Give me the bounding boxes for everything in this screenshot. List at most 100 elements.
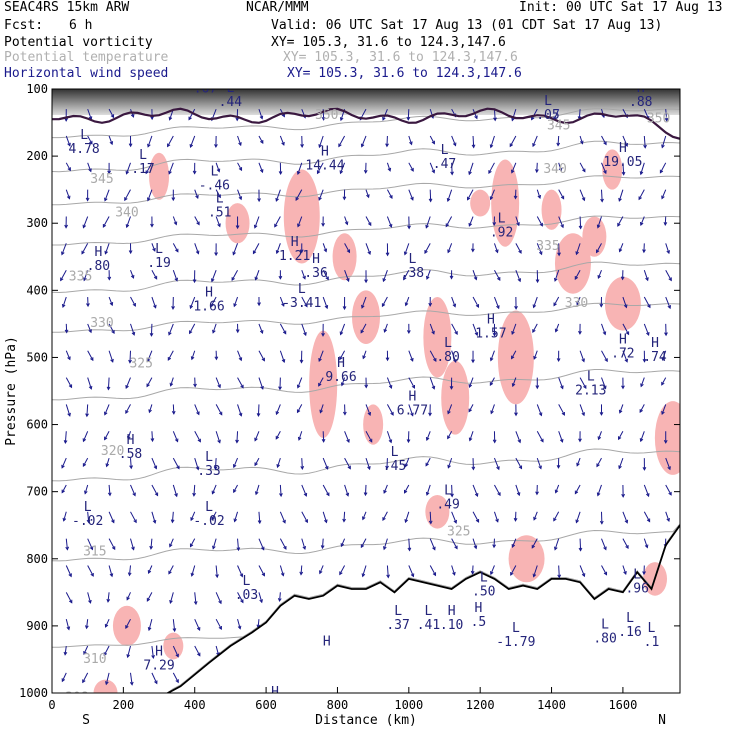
wind-vector: [426, 270, 431, 280]
wind-vector: [622, 511, 628, 524]
wind-vector: [126, 592, 131, 600]
wind-vector-head: [532, 329, 536, 333]
wind-vector-head: [176, 465, 180, 470]
wind-vector: [574, 484, 581, 494]
wind-vector: [618, 457, 624, 469]
wind-vector-head: [190, 356, 195, 361]
wind-vector: [597, 270, 602, 279]
wind-vector: [490, 350, 495, 361]
wind-vector: [361, 296, 367, 309]
wind-vector-head: [428, 412, 432, 417]
wind-vector-head: [217, 439, 221, 444]
wind-vector-head: [367, 222, 372, 227]
wind-vector-head: [490, 571, 494, 576]
wind-vector: [601, 538, 607, 550]
tropopause-pv-contour: [52, 107, 680, 140]
wind-vector-head: [125, 385, 129, 390]
wind-vector: [575, 511, 581, 523]
pv-shaded-region: [441, 360, 470, 435]
wind-vector-head: [84, 625, 89, 630]
wind-vector-head: [147, 627, 152, 632]
wind-vector-head: [664, 332, 668, 337]
wind-vector: [233, 296, 239, 307]
wind-vector: [322, 484, 330, 496]
wind-vector-head: [104, 250, 108, 255]
wind-vector-head: [475, 304, 480, 308]
field-theta-name: Potential temperature: [4, 50, 169, 65]
wind-vector: [82, 431, 89, 442]
wind-vector: [275, 404, 281, 415]
wind-vector-head: [492, 222, 497, 227]
wind-vector: [643, 296, 651, 308]
wind-vector-head: [511, 355, 515, 360]
wind-vector-head: [188, 116, 192, 121]
wind-vector: [301, 538, 306, 550]
wind-vector: [322, 296, 328, 309]
wind-vector-head: [125, 224, 130, 229]
wind-vector: [643, 511, 651, 522]
pv-extremum-type: L: [84, 500, 92, 515]
x-tick-label: 600: [255, 698, 277, 712]
pv-extremum-value: .80: [593, 632, 616, 647]
stratosphere-pv-band: [52, 89, 680, 115]
wind-vector-head: [599, 520, 604, 525]
wind-vector-head: [168, 570, 172, 575]
wind-vector: [665, 457, 671, 470]
pv-shaded-region: [602, 149, 623, 190]
wind-vector-head: [624, 519, 629, 524]
wind-vector: [558, 377, 564, 389]
wind-vector: [579, 189, 585, 201]
wind-vector-head: [646, 518, 651, 523]
wind-vector: [172, 270, 178, 281]
wind-vector-head: [364, 384, 369, 389]
field-wind-name: Horizontal wind speed: [4, 66, 169, 81]
wind-vector: [108, 484, 111, 496]
wind-vector: [147, 350, 153, 362]
wind-vector: [168, 323, 174, 335]
wind-vector: [233, 457, 239, 468]
wind-vector-head: [645, 493, 650, 498]
wind-vector-head: [107, 276, 112, 281]
wind-vector-head: [68, 599, 73, 604]
wind-vector: [659, 162, 667, 173]
wind-vector-head: [304, 303, 308, 308]
wind-vector-head: [556, 142, 561, 147]
isentrope-line: [52, 215, 680, 246]
wind-vector: [536, 404, 542, 416]
wind-vector: [643, 538, 648, 548]
wind-vector-head: [299, 571, 304, 576]
wind-vector-head: [346, 249, 351, 254]
pv-extremum-type: L: [633, 567, 641, 582]
wind-vector-head: [639, 409, 643, 413]
wind-vector-head: [145, 170, 149, 175]
wind-vector-head: [583, 385, 587, 390]
wind-vector: [87, 108, 92, 120]
wind-vector: [151, 484, 159, 496]
wind-vector: [151, 243, 156, 252]
wind-vector-head: [425, 462, 429, 467]
isentrope-label: 325: [129, 357, 152, 372]
wind-vector-head: [235, 439, 239, 444]
pv-extremum-value: -.02: [72, 514, 103, 529]
wind-vector-head: [360, 544, 365, 549]
pv-shaded-region: [309, 330, 338, 438]
wind-vector: [403, 269, 410, 280]
wind-vector: [344, 216, 348, 225]
wind-vector-head: [346, 278, 350, 283]
pv-shaded-region: [423, 297, 452, 378]
wind-vector: [318, 189, 324, 201]
wind-vector: [87, 162, 92, 172]
wind-vector: [301, 323, 307, 336]
wind-vector: [301, 511, 308, 523]
wind-vector-head: [153, 304, 157, 309]
wind-vector: [404, 243, 410, 255]
wind-vector-head: [232, 464, 237, 469]
wind-vector: [661, 189, 667, 199]
wind-vector: [429, 511, 432, 524]
wind-vector-head: [531, 544, 536, 549]
wind-vector-head: [174, 277, 179, 282]
wind-vector-head: [642, 249, 646, 254]
wind-vector-head: [511, 383, 516, 388]
wind-vector-head: [105, 681, 109, 686]
wind-vector-head: [668, 491, 672, 496]
